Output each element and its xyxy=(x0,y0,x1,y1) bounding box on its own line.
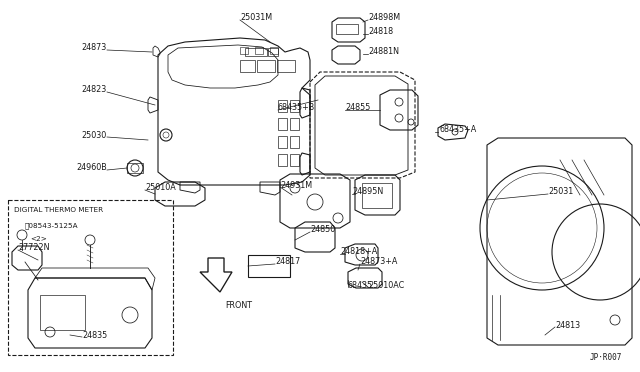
Bar xyxy=(278,136,287,148)
Text: 25010A: 25010A xyxy=(145,183,176,192)
Bar xyxy=(268,48,278,56)
Bar xyxy=(290,136,299,148)
Text: 24881N: 24881N xyxy=(368,48,399,57)
Bar xyxy=(8,200,173,355)
Bar xyxy=(127,163,143,173)
Text: 24818+A: 24818+A xyxy=(340,247,377,257)
Text: 24823: 24823 xyxy=(82,86,107,94)
Bar xyxy=(362,183,392,208)
Text: 24850: 24850 xyxy=(310,225,335,234)
Text: Ⓝ08543-5125A: Ⓝ08543-5125A xyxy=(25,222,79,229)
Text: 24895N: 24895N xyxy=(352,187,383,196)
Text: 24855: 24855 xyxy=(345,103,371,112)
Bar xyxy=(277,60,295,72)
Bar xyxy=(257,60,275,72)
Text: 24817: 24817 xyxy=(275,257,300,266)
Bar xyxy=(240,47,248,54)
Bar xyxy=(336,24,358,34)
Text: 25010AC: 25010AC xyxy=(368,280,404,289)
Text: 25031: 25031 xyxy=(548,187,573,196)
Bar xyxy=(245,48,267,56)
Text: <2>: <2> xyxy=(30,236,47,242)
Bar xyxy=(278,100,287,112)
Text: 25031M: 25031M xyxy=(240,13,272,22)
Text: 24873+A: 24873+A xyxy=(360,257,397,266)
Text: JP·R007: JP·R007 xyxy=(590,353,622,362)
Bar xyxy=(240,60,255,72)
Text: 24898M: 24898M xyxy=(368,13,400,22)
Bar xyxy=(278,118,287,130)
Text: 24835: 24835 xyxy=(82,330,108,340)
Text: FRONT: FRONT xyxy=(225,301,252,310)
Text: 25030: 25030 xyxy=(82,131,107,140)
Bar xyxy=(290,100,299,112)
Text: 24931M: 24931M xyxy=(280,180,312,189)
Bar xyxy=(248,255,290,277)
Bar xyxy=(270,47,278,54)
Text: 24813: 24813 xyxy=(555,321,580,330)
Bar xyxy=(278,154,287,166)
Bar xyxy=(40,295,85,330)
Bar xyxy=(290,154,299,166)
Text: 68435: 68435 xyxy=(348,280,373,289)
Text: 24960B: 24960B xyxy=(76,164,107,173)
Text: DIGITAL THERMO METER: DIGITAL THERMO METER xyxy=(14,207,103,213)
Bar xyxy=(290,118,299,130)
Text: 27722N: 27722N xyxy=(18,244,49,253)
Bar xyxy=(255,47,263,54)
Text: 68435+A: 68435+A xyxy=(440,125,477,135)
Text: 24818: 24818 xyxy=(368,28,393,36)
Text: 68435+B: 68435+B xyxy=(278,103,316,112)
Text: 24873: 24873 xyxy=(82,44,107,52)
